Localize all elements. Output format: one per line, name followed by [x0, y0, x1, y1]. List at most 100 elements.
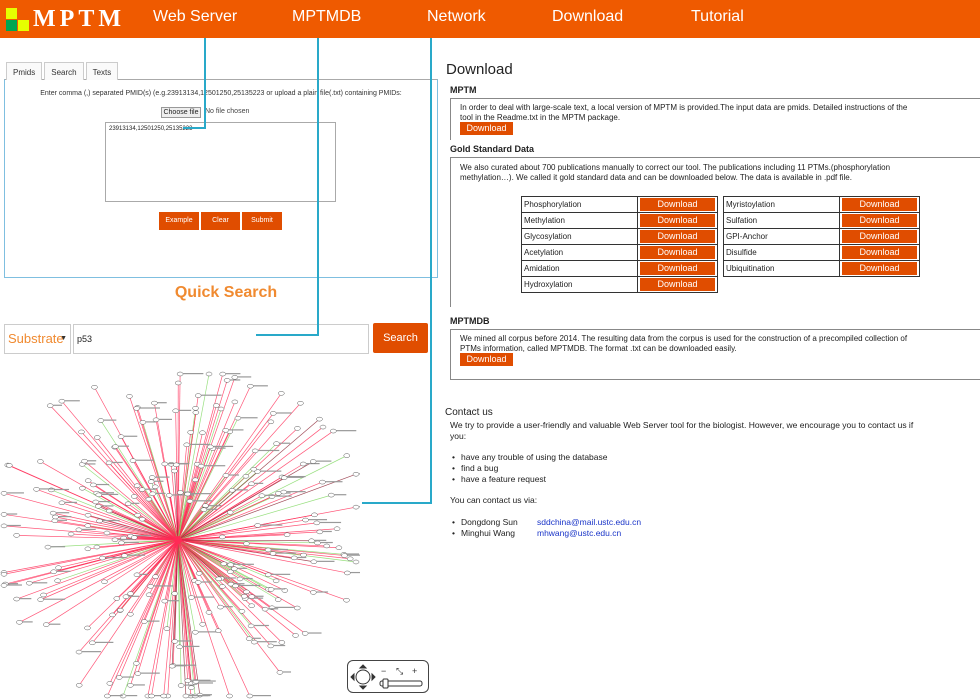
network-node[interactable]	[75, 527, 83, 533]
network-node[interactable]	[223, 378, 231, 383]
network-node[interactable]	[151, 400, 158, 406]
network-node[interactable]	[138, 487, 146, 492]
nav-mptmdb[interactable]: MPTMDB	[292, 8, 362, 25]
network-node[interactable]	[243, 589, 250, 595]
network-node[interactable]	[0, 583, 8, 588]
network-node[interactable]	[192, 406, 199, 411]
network-node[interactable]	[319, 479, 326, 485]
network-node[interactable]	[319, 424, 327, 430]
network-node[interactable]	[343, 453, 351, 458]
network-node[interactable]	[122, 594, 130, 599]
network-node[interactable]	[299, 461, 307, 467]
network-node[interactable]	[352, 559, 360, 565]
network-node[interactable]	[13, 596, 20, 602]
network-node[interactable]	[104, 693, 111, 699]
pan-icon[interactable]	[350, 664, 376, 690]
network-node[interactable]	[283, 532, 291, 537]
network-node[interactable]	[75, 649, 83, 655]
tab-texts[interactable]: Texts	[85, 62, 119, 80]
network-node[interactable]	[188, 595, 195, 600]
network-node[interactable]	[112, 444, 119, 449]
network-node[interactable]	[316, 529, 324, 535]
network-node[interactable]	[246, 693, 254, 699]
network-node[interactable]	[231, 399, 239, 405]
network-node[interactable]	[316, 416, 323, 422]
network-node[interactable]	[264, 572, 272, 578]
example-button[interactable]: Example	[159, 212, 199, 230]
network-node[interactable]	[278, 640, 286, 645]
network-node[interactable]	[171, 468, 178, 474]
network-node[interactable]	[121, 553, 128, 558]
network-node[interactable]	[264, 547, 272, 553]
network-node[interactable]	[245, 636, 253, 641]
network-node[interactable]	[267, 643, 274, 649]
email-link[interactable]: sddchina@mail.ustc.edu.cn	[536, 517, 642, 527]
network-node[interactable]	[174, 380, 182, 386]
network-node[interactable]	[226, 693, 233, 699]
network-node[interactable]	[184, 491, 191, 497]
clear-button[interactable]: Clear	[201, 212, 240, 230]
network-node[interactable]	[328, 492, 335, 498]
network-node[interactable]	[213, 403, 220, 408]
network-node[interactable]	[182, 693, 190, 699]
network-node[interactable]	[145, 496, 153, 502]
network-node[interactable]	[192, 477, 199, 483]
zoom-in-icon[interactable]: +	[412, 666, 417, 676]
network-node[interactable]	[0, 491, 8, 496]
network-node[interactable]	[267, 587, 275, 592]
network-node[interactable]	[118, 540, 125, 546]
network-node[interactable]	[177, 683, 185, 688]
network-node[interactable]	[97, 418, 105, 423]
network-node[interactable]	[92, 499, 100, 505]
fit-icon[interactable]: ⤡	[396, 666, 403, 676]
network-node[interactable]	[274, 597, 282, 602]
network-node[interactable]	[95, 492, 103, 498]
network-node[interactable]	[302, 517, 309, 523]
network-node[interactable]	[236, 576, 244, 582]
network-node[interactable]	[187, 430, 194, 435]
ptm-download-button[interactable]: Download	[640, 214, 715, 227]
network-node[interactable]	[273, 441, 280, 446]
network-node[interactable]	[290, 555, 298, 561]
network-node[interactable]	[173, 462, 180, 468]
tab-search[interactable]: Search	[44, 62, 84, 80]
network-node[interactable]	[199, 622, 206, 627]
network-node[interactable]	[310, 559, 318, 565]
network-node[interactable]	[40, 592, 47, 598]
network-node[interactable]	[149, 491, 156, 497]
network-node[interactable]	[250, 466, 257, 472]
nav-network[interactable]: Network	[427, 8, 486, 25]
network-node[interactable]	[46, 403, 54, 408]
mptm-download-button[interactable]: Download	[460, 122, 513, 135]
network-node[interactable]	[195, 571, 203, 576]
network-node[interactable]	[127, 591, 134, 596]
network-node[interactable]	[117, 607, 124, 613]
network-node[interactable]	[168, 663, 176, 669]
network-node[interactable]	[227, 569, 234, 575]
network-node[interactable]	[176, 371, 184, 377]
network-node[interactable]	[129, 458, 137, 463]
network-node[interactable]	[309, 459, 317, 464]
network-node[interactable]	[152, 484, 159, 490]
network-node[interactable]	[58, 500, 66, 506]
network-node[interactable]	[247, 623, 255, 629]
network-node[interactable]	[130, 494, 138, 499]
network-node[interactable]	[248, 481, 255, 487]
network-node[interactable]	[127, 611, 134, 617]
tab-pmids[interactable]: Pmids	[6, 62, 43, 80]
network-node[interactable]	[134, 512, 141, 518]
network-node[interactable]	[50, 569, 57, 574]
network-node[interactable]	[270, 411, 277, 416]
network-node[interactable]	[133, 483, 141, 488]
network-node[interactable]	[200, 507, 208, 512]
network-node[interactable]	[330, 428, 337, 434]
network-node[interactable]	[160, 693, 167, 699]
network-node[interactable]	[238, 609, 246, 614]
ptm-download-button[interactable]: Download	[640, 198, 715, 211]
ptm-download-button[interactable]: Download	[640, 246, 715, 259]
network-node[interactable]	[243, 541, 250, 546]
network-node[interactable]	[219, 584, 226, 589]
network-node[interactable]	[84, 523, 92, 528]
network-node[interactable]	[346, 556, 354, 562]
zoom-controls[interactable]: − ⤡ +	[347, 660, 429, 693]
